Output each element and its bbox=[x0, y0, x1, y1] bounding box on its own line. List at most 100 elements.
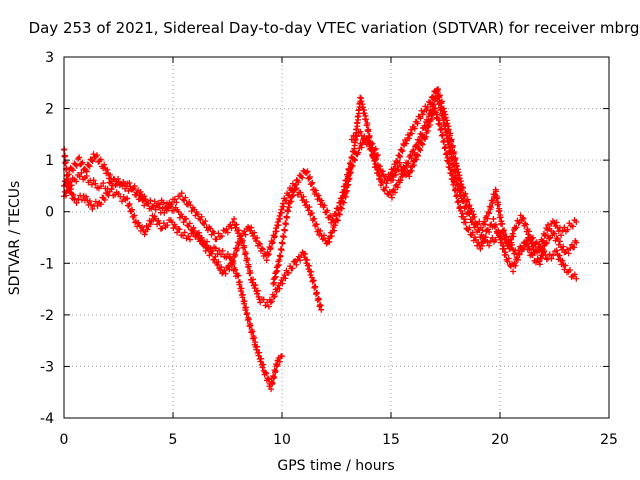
data-point bbox=[76, 173, 83, 180]
data-point bbox=[396, 152, 403, 159]
data-point bbox=[422, 133, 429, 140]
data-point bbox=[445, 126, 452, 133]
data-point bbox=[144, 226, 151, 233]
data-point bbox=[370, 151, 377, 158]
data-point bbox=[235, 227, 242, 234]
data-point bbox=[247, 322, 254, 329]
data-point bbox=[94, 202, 101, 209]
data-point bbox=[542, 240, 549, 247]
data-point bbox=[201, 240, 208, 247]
data-point bbox=[311, 215, 318, 222]
data-point bbox=[245, 263, 252, 270]
data-point bbox=[486, 210, 493, 217]
data-point bbox=[90, 177, 97, 184]
data-point bbox=[372, 156, 379, 163]
data-point bbox=[241, 298, 248, 305]
data-point bbox=[303, 198, 310, 205]
data-point bbox=[364, 120, 371, 127]
data-point bbox=[437, 92, 444, 99]
data-point bbox=[197, 237, 204, 244]
data-point bbox=[264, 375, 271, 382]
data-point bbox=[471, 234, 478, 241]
data-point bbox=[493, 188, 500, 195]
data-point bbox=[89, 158, 96, 165]
data-point bbox=[367, 145, 374, 152]
data-point bbox=[391, 189, 398, 196]
data-point bbox=[259, 364, 266, 371]
data-point bbox=[560, 243, 567, 250]
data-point bbox=[526, 245, 533, 252]
data-point bbox=[534, 249, 541, 256]
x-tick-label: 5 bbox=[169, 432, 178, 448]
data-point bbox=[63, 165, 70, 172]
data-point bbox=[543, 256, 550, 263]
data-point bbox=[536, 261, 543, 268]
data-point bbox=[279, 280, 286, 287]
data-point bbox=[508, 239, 515, 246]
data-point bbox=[488, 204, 495, 211]
data-point bbox=[88, 181, 95, 188]
data-point bbox=[131, 212, 138, 219]
data-point bbox=[519, 214, 526, 221]
data-point bbox=[233, 221, 240, 228]
data-point bbox=[417, 147, 424, 154]
data-point bbox=[538, 255, 545, 262]
data-point bbox=[318, 306, 325, 313]
x-tick-label: 0 bbox=[60, 432, 69, 448]
data-point bbox=[324, 207, 331, 214]
data-point bbox=[251, 229, 258, 236]
data-point bbox=[388, 194, 395, 201]
data-point bbox=[327, 212, 334, 219]
data-point bbox=[244, 310, 251, 317]
data-point bbox=[410, 162, 417, 169]
data-point bbox=[215, 230, 222, 237]
series-track-6 bbox=[388, 105, 580, 275]
chart-title: Day 253 of 2021, Sidereal Day-to-day VTE… bbox=[29, 19, 640, 37]
data-point bbox=[291, 183, 298, 190]
data-point bbox=[361, 110, 368, 117]
data-point bbox=[125, 187, 132, 194]
data-point bbox=[481, 237, 488, 244]
data-point bbox=[265, 251, 272, 258]
x-tick-label: 10 bbox=[273, 432, 291, 448]
data-point bbox=[490, 197, 497, 204]
data-point bbox=[376, 163, 383, 170]
data-point bbox=[232, 266, 239, 273]
data-point bbox=[107, 171, 114, 178]
data-point bbox=[244, 257, 251, 264]
data-point bbox=[283, 197, 290, 204]
data-point bbox=[484, 215, 491, 222]
data-point bbox=[226, 266, 233, 273]
data-point bbox=[263, 257, 270, 264]
data-point bbox=[271, 234, 278, 241]
data-point bbox=[442, 114, 449, 121]
data-point bbox=[85, 162, 92, 169]
data-point bbox=[312, 187, 319, 194]
data-point bbox=[395, 166, 402, 173]
data-point bbox=[271, 293, 278, 300]
data-point bbox=[487, 237, 494, 244]
data-point bbox=[83, 193, 90, 200]
data-point bbox=[564, 246, 571, 253]
data-point bbox=[378, 178, 385, 185]
data-point bbox=[70, 191, 77, 198]
data-point bbox=[285, 208, 292, 215]
data-point bbox=[510, 268, 517, 275]
data-point bbox=[141, 202, 148, 209]
data-point bbox=[459, 185, 466, 192]
data-point bbox=[108, 186, 115, 193]
data-point bbox=[509, 230, 516, 237]
data-point bbox=[405, 135, 412, 142]
data-point bbox=[139, 197, 146, 204]
data-point bbox=[144, 200, 151, 207]
data-point bbox=[265, 252, 272, 259]
data-point bbox=[288, 198, 295, 205]
data-point bbox=[269, 240, 276, 247]
data-point bbox=[346, 167, 353, 174]
data-point bbox=[377, 175, 384, 182]
data-point bbox=[278, 247, 285, 254]
data-point bbox=[414, 151, 421, 158]
data-point bbox=[282, 221, 289, 228]
data-point bbox=[333, 212, 340, 219]
